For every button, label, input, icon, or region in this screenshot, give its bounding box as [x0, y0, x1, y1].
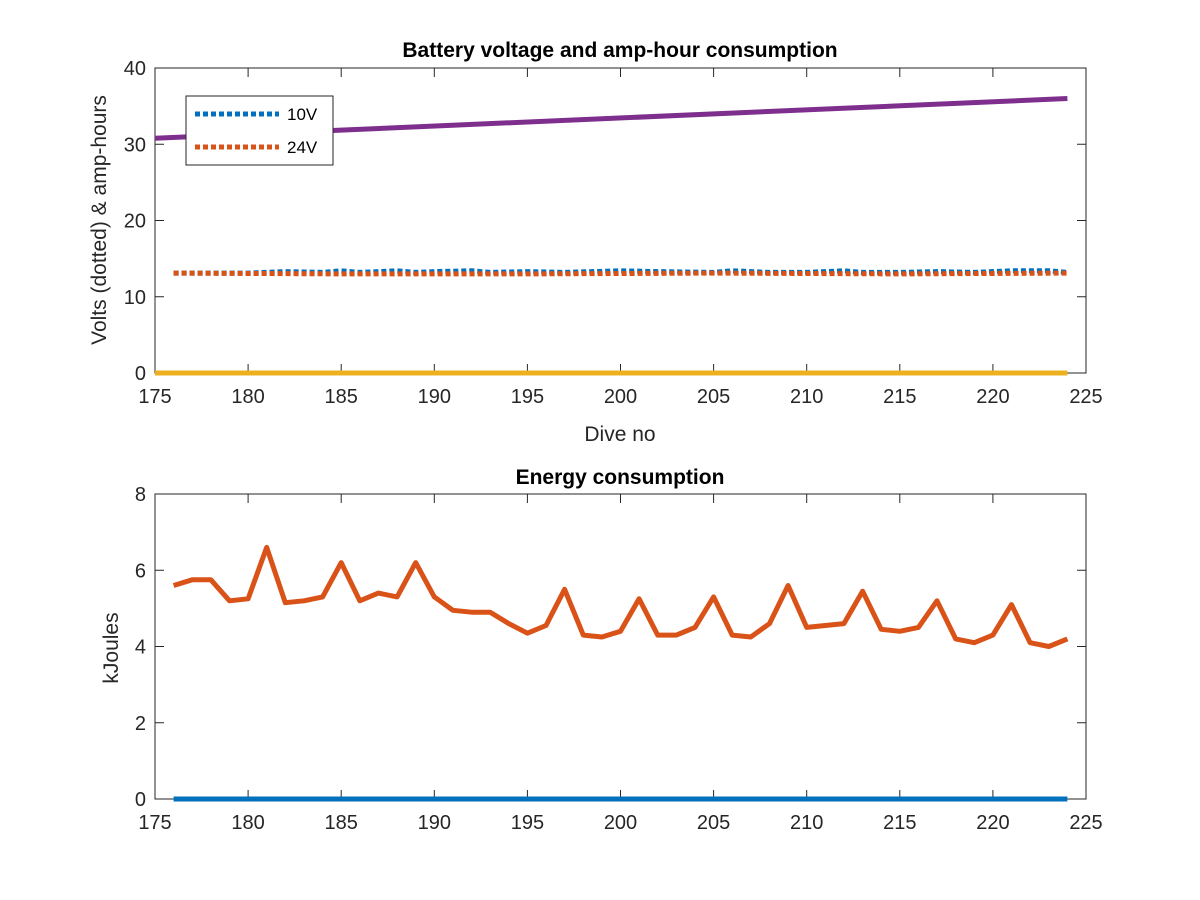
x-tick-label: 210	[790, 812, 823, 834]
x-tick-label: 175	[138, 812, 171, 834]
y-tick-label: 6	[135, 560, 146, 582]
y-tick-label: 0	[135, 363, 146, 385]
x-tick-label: 190	[418, 386, 451, 408]
x-tick-label: 190	[418, 812, 451, 834]
x-tick-label: 205	[697, 386, 730, 408]
y-axis-label: Volts (dotted) & amp-hours	[88, 95, 111, 345]
plot-title: Battery voltage and amp-hour consumption	[402, 39, 837, 62]
x-tick-label: 185	[325, 812, 358, 834]
x-tick-label: 210	[790, 386, 823, 408]
x-tick-label: 200	[604, 386, 637, 408]
x-tick-label: 225	[1069, 812, 1102, 834]
x-axis-label: Dive no	[584, 423, 655, 446]
x-tick-label: 205	[697, 812, 730, 834]
y-tick-label: 8	[135, 484, 146, 506]
y-tick-label: 10	[124, 287, 146, 309]
x-tick-label: 220	[976, 812, 1009, 834]
legend-box	[185, 95, 334, 166]
y-tick-label: 40	[124, 58, 146, 80]
y-tick-label: 30	[124, 134, 146, 156]
y-tick-label: 2	[135, 713, 146, 735]
legend-label: 24V	[287, 138, 318, 157]
y-tick-label: 4	[135, 637, 146, 659]
legend: 10V 24V	[185, 95, 334, 166]
x-tick-label: 195	[511, 812, 544, 834]
voltage-amphour-plot: Battery voltage and amp-hour consumption…	[88, 39, 1103, 446]
x-tick-label: 180	[231, 386, 264, 408]
y-axis-label: kJoules	[100, 612, 123, 683]
legend-label: 10V	[287, 105, 318, 124]
series-line-24v	[173, 270, 1068, 277]
x-tick-label: 215	[883, 812, 916, 834]
plot-title: Energy consumption	[516, 466, 725, 489]
x-tick-label: 220	[976, 386, 1009, 408]
x-tick-label: 215	[883, 386, 916, 408]
series-line	[172, 544, 1069, 649]
x-tick-label: 195	[511, 386, 544, 408]
energy-plot: Energy consumption kJoules 175 180 185 190 1…	[100, 466, 1103, 834]
y-tick-label: 20	[124, 211, 146, 233]
x-tick-label: 180	[231, 812, 264, 834]
y-tick-label: 0	[135, 789, 146, 811]
x-tick-label: 225	[1069, 386, 1102, 408]
x-tick-label: 200	[604, 812, 637, 834]
x-tick-label: 175	[138, 386, 171, 408]
x-tick-label: 185	[325, 386, 358, 408]
